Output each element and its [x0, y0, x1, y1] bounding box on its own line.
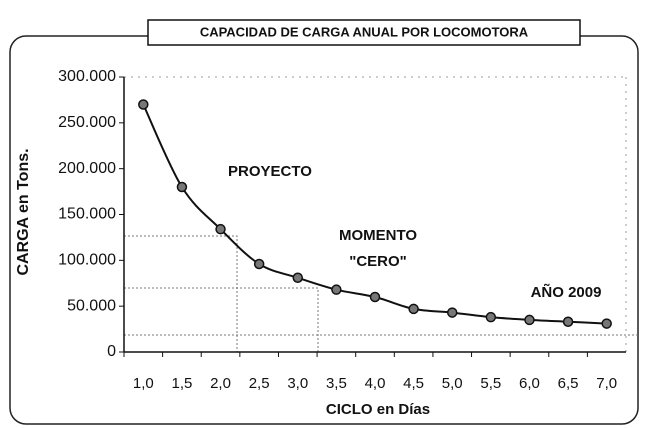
y-tick-label: 150.000 [58, 206, 116, 223]
y-tick-label: 200.000 [58, 160, 116, 177]
x-tick-label: 7,0 [596, 375, 617, 392]
x-tick-label: 5,5 [480, 375, 501, 392]
x-tick-label: 3,5 [326, 375, 347, 392]
annotation: PROYECTO [228, 163, 312, 180]
annotation: MOMENTO [339, 227, 417, 244]
x-tick-label: 4,5 [403, 375, 424, 392]
y-tick-label: 50.000 [67, 297, 116, 314]
marker [369, 291, 381, 303]
x-tick-label: 1,5 [171, 375, 192, 392]
chart-title: CAPACIDAD DE CARGA ANUAL POR LOCOMOTORA [200, 24, 529, 39]
x-tick-label: 4,0 [365, 375, 386, 392]
y-axis-label: CARGA en Tons. [15, 148, 32, 275]
title-box [147, 19, 581, 46]
x-tick-label: 5,0 [442, 375, 463, 392]
marker [601, 318, 612, 329]
marker [176, 181, 188, 193]
marker [524, 314, 535, 326]
reference-line [124, 287, 319, 352]
annotation: "CERO" [349, 253, 407, 270]
marker [138, 99, 149, 110]
x-tick-label: 6,0 [519, 375, 540, 392]
x-tick-label: 2,5 [249, 375, 270, 392]
x-tick-label: 2,0 [210, 375, 231, 392]
x-tick-label: 1,0 [133, 375, 154, 392]
y-tick-label: 300.000 [58, 68, 116, 85]
marker [331, 284, 342, 295]
y-tick-label: 100.000 [58, 252, 116, 269]
x-tick-label: 3,0 [287, 375, 308, 392]
annotation: AÑO 2009 [531, 283, 602, 301]
marker [562, 316, 574, 327]
marker [215, 223, 226, 235]
marker [485, 311, 497, 323]
y-tick-label: 250.000 [58, 114, 116, 131]
x-tick-label: 6,5 [558, 375, 579, 392]
y-tick-label: 0 [107, 343, 116, 360]
marker [253, 258, 265, 270]
marker [292, 272, 304, 283]
marker [408, 303, 419, 315]
frame [9, 35, 639, 425]
marker [446, 307, 458, 318]
x-axis-label: CICLO en Días [326, 401, 430, 418]
reference-line [124, 235, 238, 352]
